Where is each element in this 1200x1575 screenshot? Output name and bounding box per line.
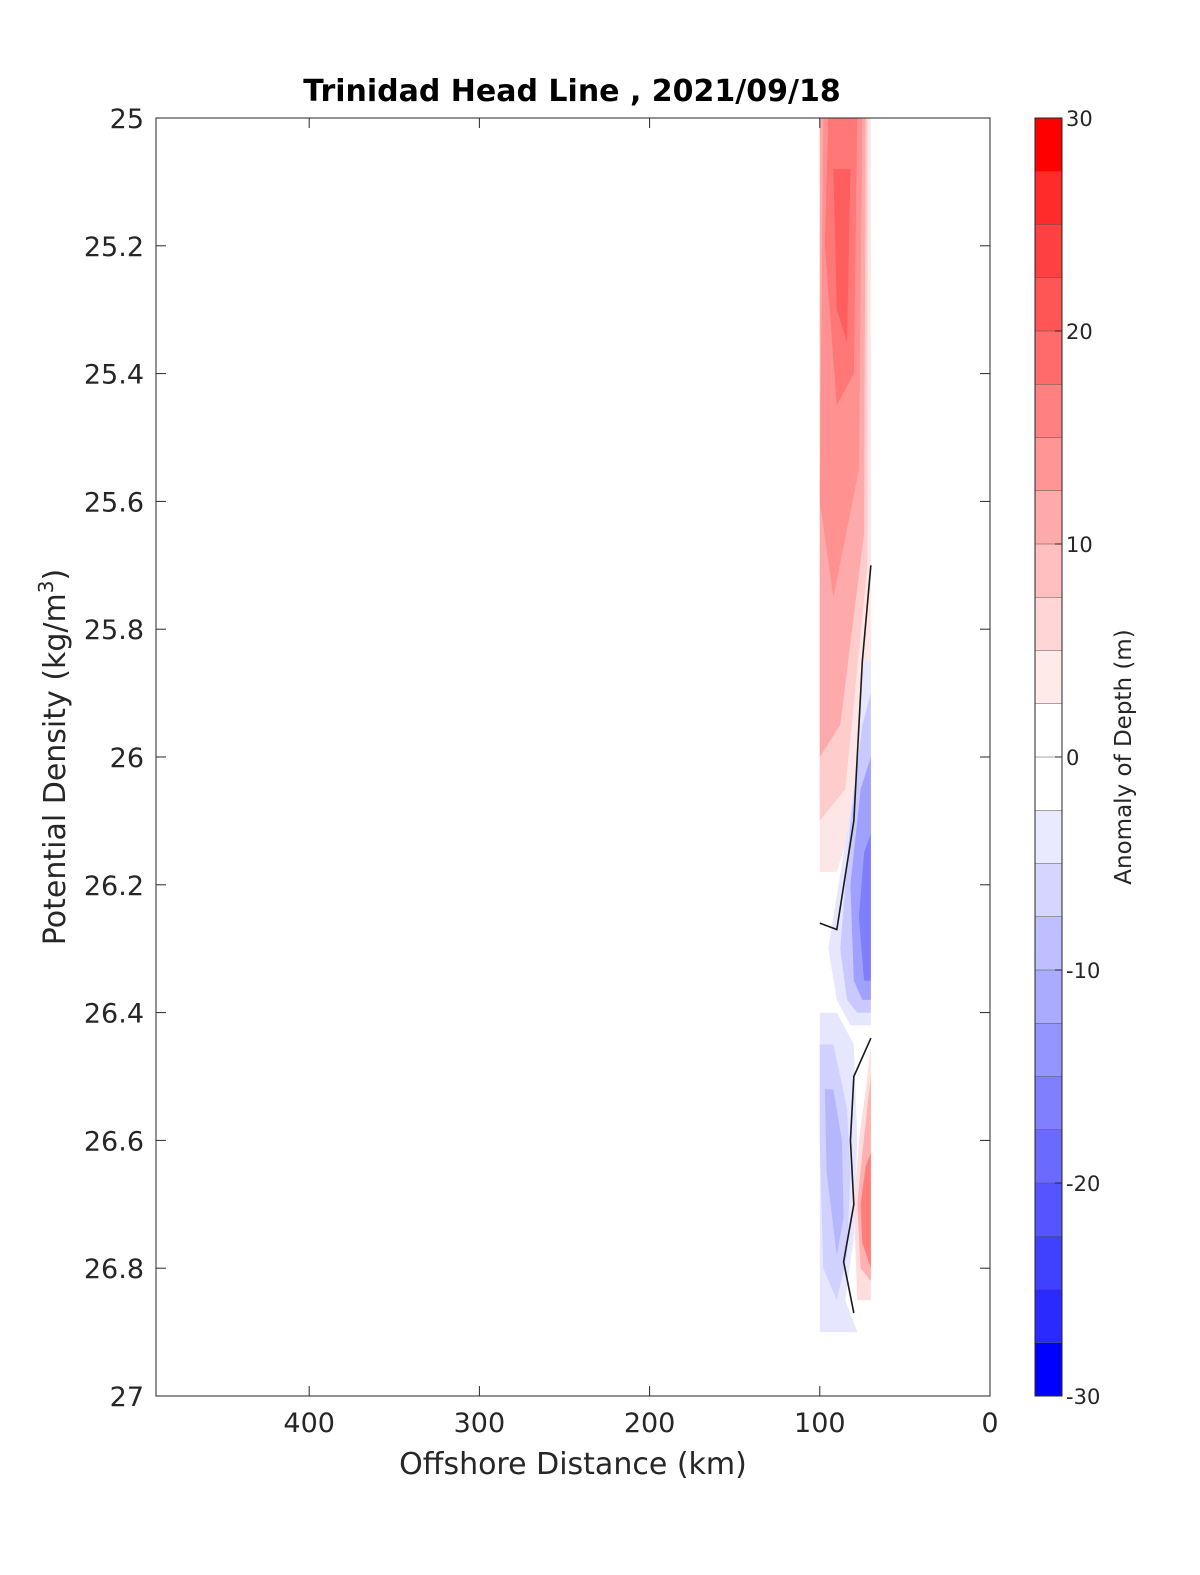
colorbar-frame [1034,117,1063,1397]
y-axis: 25 25.2 25.4 25.6 25.8 26 26.2 26.4 26.6 26.8 27 [84,104,990,1413]
colorbar-tick-label: -20 [1066,1172,1100,1196]
colorbar: 30 20 10 0 -10 -20 -30 [1034,107,1100,1409]
zero-contour-line [819,565,872,931]
colorbar-band [1035,384,1062,438]
y-tick-label: 25.8 [84,615,144,646]
colorbar-band [1035,757,1062,811]
anomaly-field [819,118,871,1333]
y-tick-label: 25.2 [84,232,144,263]
colorbar-band [1035,597,1062,651]
y-tick-label: 26 [110,743,144,774]
colorbar-band [1035,810,1062,864]
y-tick-label: 25 [110,104,144,135]
colorbar-band [1035,1023,1062,1077]
colorbar-band [1035,118,1062,172]
anomaly-negative-lower [824,1089,844,1256]
colorbar-band [1035,863,1062,918]
colorbar-tick-label: 30 [1066,107,1093,131]
y-tick-label: 26.8 [84,1254,144,1285]
colorbar-tick-label: -10 [1066,959,1100,983]
colorbar-tick-label: -30 [1066,1385,1100,1409]
anomaly-negative-middle [858,833,871,981]
zero-contour-line [842,1037,872,1314]
x-tick-label: 100 [794,1408,846,1439]
x-axis-label: Offshore Distance (km) [399,1447,747,1482]
colorbar-band [1035,1076,1062,1131]
anomaly-positive-lower [860,1153,871,1269]
colorbar-band [1035,490,1062,545]
colorbar-band [1035,331,1062,385]
y-tick-label: 26.6 [84,1126,144,1157]
colorbar-band [1035,1236,1062,1290]
x-tick-label: 200 [624,1408,676,1439]
colorbar-bands [1035,117,1062,1397]
colorbar-band [1035,916,1062,971]
x-tick-label: 400 [283,1408,335,1439]
x-tick-label: 300 [454,1408,506,1439]
colorbar-ticks: 30 20 10 0 -10 -20 -30 [1055,107,1100,1409]
colorbar-tick-label: 10 [1066,533,1093,557]
colorbar-band [1035,970,1062,1024]
y-tick-label: 26.4 [84,999,144,1030]
colorbar-band [1035,171,1062,225]
colorbar-band [1035,1129,1062,1184]
anomaly-positive-upper [833,169,851,342]
colorbar-band [1035,437,1062,492]
x-axis: 400 300 200 100 0 [283,118,999,1439]
colorbar-band [1035,1289,1062,1344]
colorbar-band [1035,1342,1062,1397]
colorbar-band [1035,703,1062,758]
y-tick-label: 25.6 [84,487,144,518]
plot-area [155,117,991,1397]
colorbar-tick-label: 0 [1066,746,1079,770]
colorbar-band [1035,544,1062,598]
colorbar-band [1035,277,1062,332]
x-tick-label: 0 [981,1408,998,1439]
y-tick-label: 26.2 [84,871,144,902]
colorbar-tick-label: 20 [1066,320,1093,344]
y-tick-label: 25.4 [84,360,144,391]
y-axis-label: Potential Density (kg/m3) [34,569,73,945]
zero-contours [819,565,872,1314]
colorbar-band [1035,1183,1062,1237]
y-tick-label: 27 [110,1382,144,1413]
chart-title: Trinidad Head Line , 2021/09/18 [303,74,840,109]
colorbar-band [1035,224,1062,279]
colorbar-band [1035,650,1062,705]
colorbar-label: Anomaly of Depth (m) [1111,629,1137,884]
